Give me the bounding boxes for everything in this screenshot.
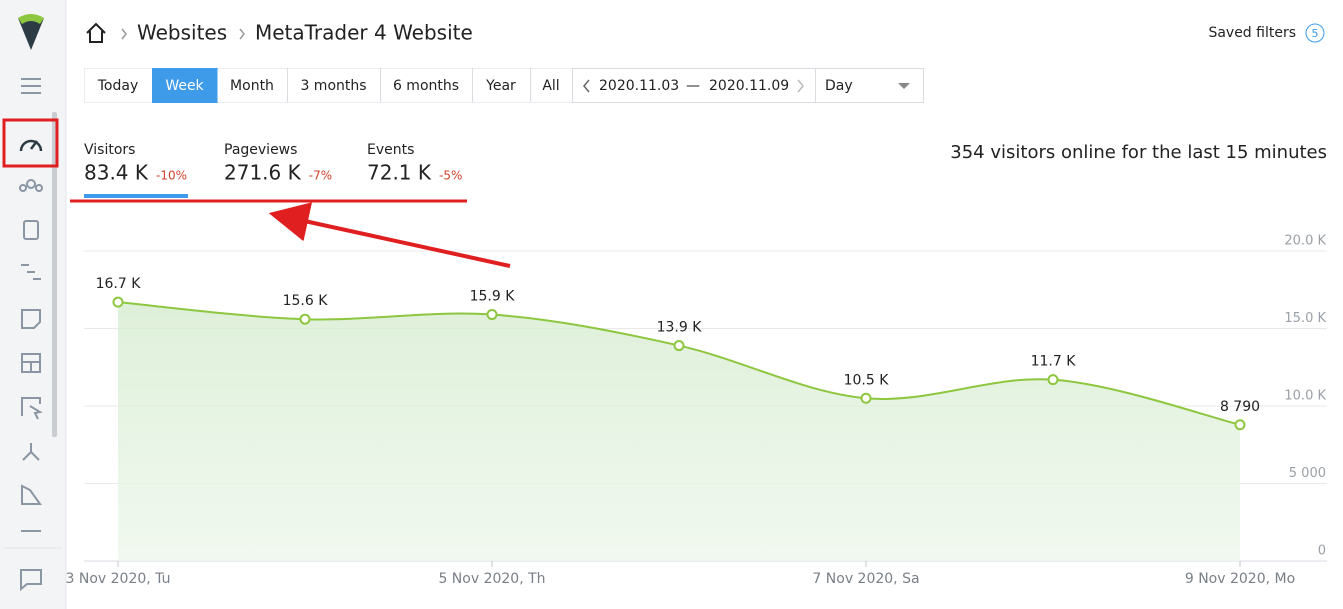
- granularity[interactable]: Day: [825, 78, 853, 94]
- y-tick-label: 0: [1318, 544, 1326, 559]
- breadcrumb-item: MetaTrader 4 Website: [255, 21, 473, 45]
- metric-value: 271.6 K: [224, 161, 302, 185]
- period-label[interactable]: 6 months: [393, 78, 459, 94]
- metric-label[interactable]: Pageviews: [224, 142, 297, 158]
- metric-value: 72.1 K: [367, 161, 432, 185]
- nav-icons[interactable]: [19, 179, 43, 592]
- chart: 0 5 000 10.0 K 15.0 K 20.0 K 16.7 K 3 Nov 2020…: [66, 234, 1327, 587]
- y-tick-label: 20.0 K: [1284, 234, 1326, 249]
- point[interactable]: [1047, 374, 1059, 386]
- breadcrumb-item[interactable]: Websites: [137, 21, 227, 45]
- date-from: 2020.11.03: [599, 78, 679, 94]
- area: [118, 302, 1240, 561]
- metrics: Visitors 83.4 K -10% Pageviews 271.6 K -7% Eve…: [84, 142, 462, 185]
- metric-value: 83.4 K: [84, 161, 149, 185]
- breadcrumb: Websites MetaTrader 4 Website: [86, 21, 473, 45]
- period-label[interactable]: Month: [230, 78, 274, 94]
- period-button[interactable]: [287, 68, 381, 103]
- value-label: 16.7 K: [96, 276, 142, 292]
- period-label[interactable]: Week: [165, 78, 204, 94]
- sidebar: [0, 0, 67, 609]
- date-separator: —: [686, 78, 700, 94]
- y-tick-label: 5 000: [1289, 466, 1326, 481]
- x-tick-label: 7 Nov 2020, Sa: [812, 571, 919, 587]
- point[interactable]: [860, 392, 872, 404]
- menu-icon[interactable]: [21, 78, 41, 94]
- next-range[interactable]: [797, 79, 804, 93]
- online-visitors: 354 visitors online for the last 15 minu…: [950, 142, 1327, 163]
- value-label: 10.5 K: [844, 372, 890, 388]
- x-tick-label: 9 Nov 2020, Mo: [1185, 571, 1295, 587]
- value-label: 8 790: [1220, 399, 1260, 415]
- x-tick-label: 3 Nov 2020, Tu: [66, 571, 171, 587]
- filter-badge: [1305, 23, 1325, 43]
- x-tick-label: 5 Nov 2020, Th: [438, 571, 545, 587]
- metric-change: -5%: [439, 169, 462, 183]
- period-bar: Today Week Month 3 months 6 months Year All: [84, 68, 924, 103]
- point[interactable]: [1234, 419, 1246, 431]
- period-label[interactable]: All: [542, 78, 559, 94]
- home-icon[interactable]: [86, 22, 106, 43]
- period-button[interactable]: [380, 68, 473, 103]
- metric-label[interactable]: Events: [367, 142, 414, 158]
- period-button[interactable]: [472, 68, 531, 103]
- value-label: 11.7 K: [1031, 354, 1077, 370]
- value-label: 15.9 K: [470, 289, 516, 305]
- prev-range[interactable]: [583, 79, 590, 93]
- active-tab-underline: [84, 194, 188, 198]
- metric-change: -10%: [156, 169, 187, 183]
- metric-label[interactable]: Visitors: [84, 142, 135, 158]
- dropdown-arrow: [898, 83, 910, 89]
- point[interactable]: [112, 296, 124, 308]
- metric-change: -7%: [309, 169, 332, 183]
- y-tick-label: 10.0 K: [1284, 389, 1326, 404]
- period-label[interactable]: Year: [485, 78, 516, 94]
- point[interactable]: [486, 309, 498, 321]
- date-to: 2020.11.09: [709, 78, 789, 94]
- period-label[interactable]: 3 months: [300, 78, 366, 94]
- annotation-arrow: [268, 202, 511, 268]
- period-button[interactable]: [530, 68, 573, 103]
- dashboard-icon[interactable]: [19, 139, 43, 152]
- value-label: 15.6 K: [283, 293, 329, 309]
- y-tick-label: 15.0 K: [1284, 311, 1326, 326]
- logo: [18, 18, 44, 50]
- period-label[interactable]: Today: [97, 78, 139, 94]
- point[interactable]: [673, 340, 685, 352]
- highlight-box: [2, 118, 59, 168]
- period-button[interactable]: [84, 68, 153, 103]
- point[interactable]: [299, 313, 311, 325]
- saved-filters[interactable]: Saved filters: [1208, 25, 1296, 41]
- filter-count: 5: [1312, 27, 1319, 40]
- value-label: 13.9 K: [657, 320, 703, 336]
- period-button[interactable]: [217, 68, 288, 103]
